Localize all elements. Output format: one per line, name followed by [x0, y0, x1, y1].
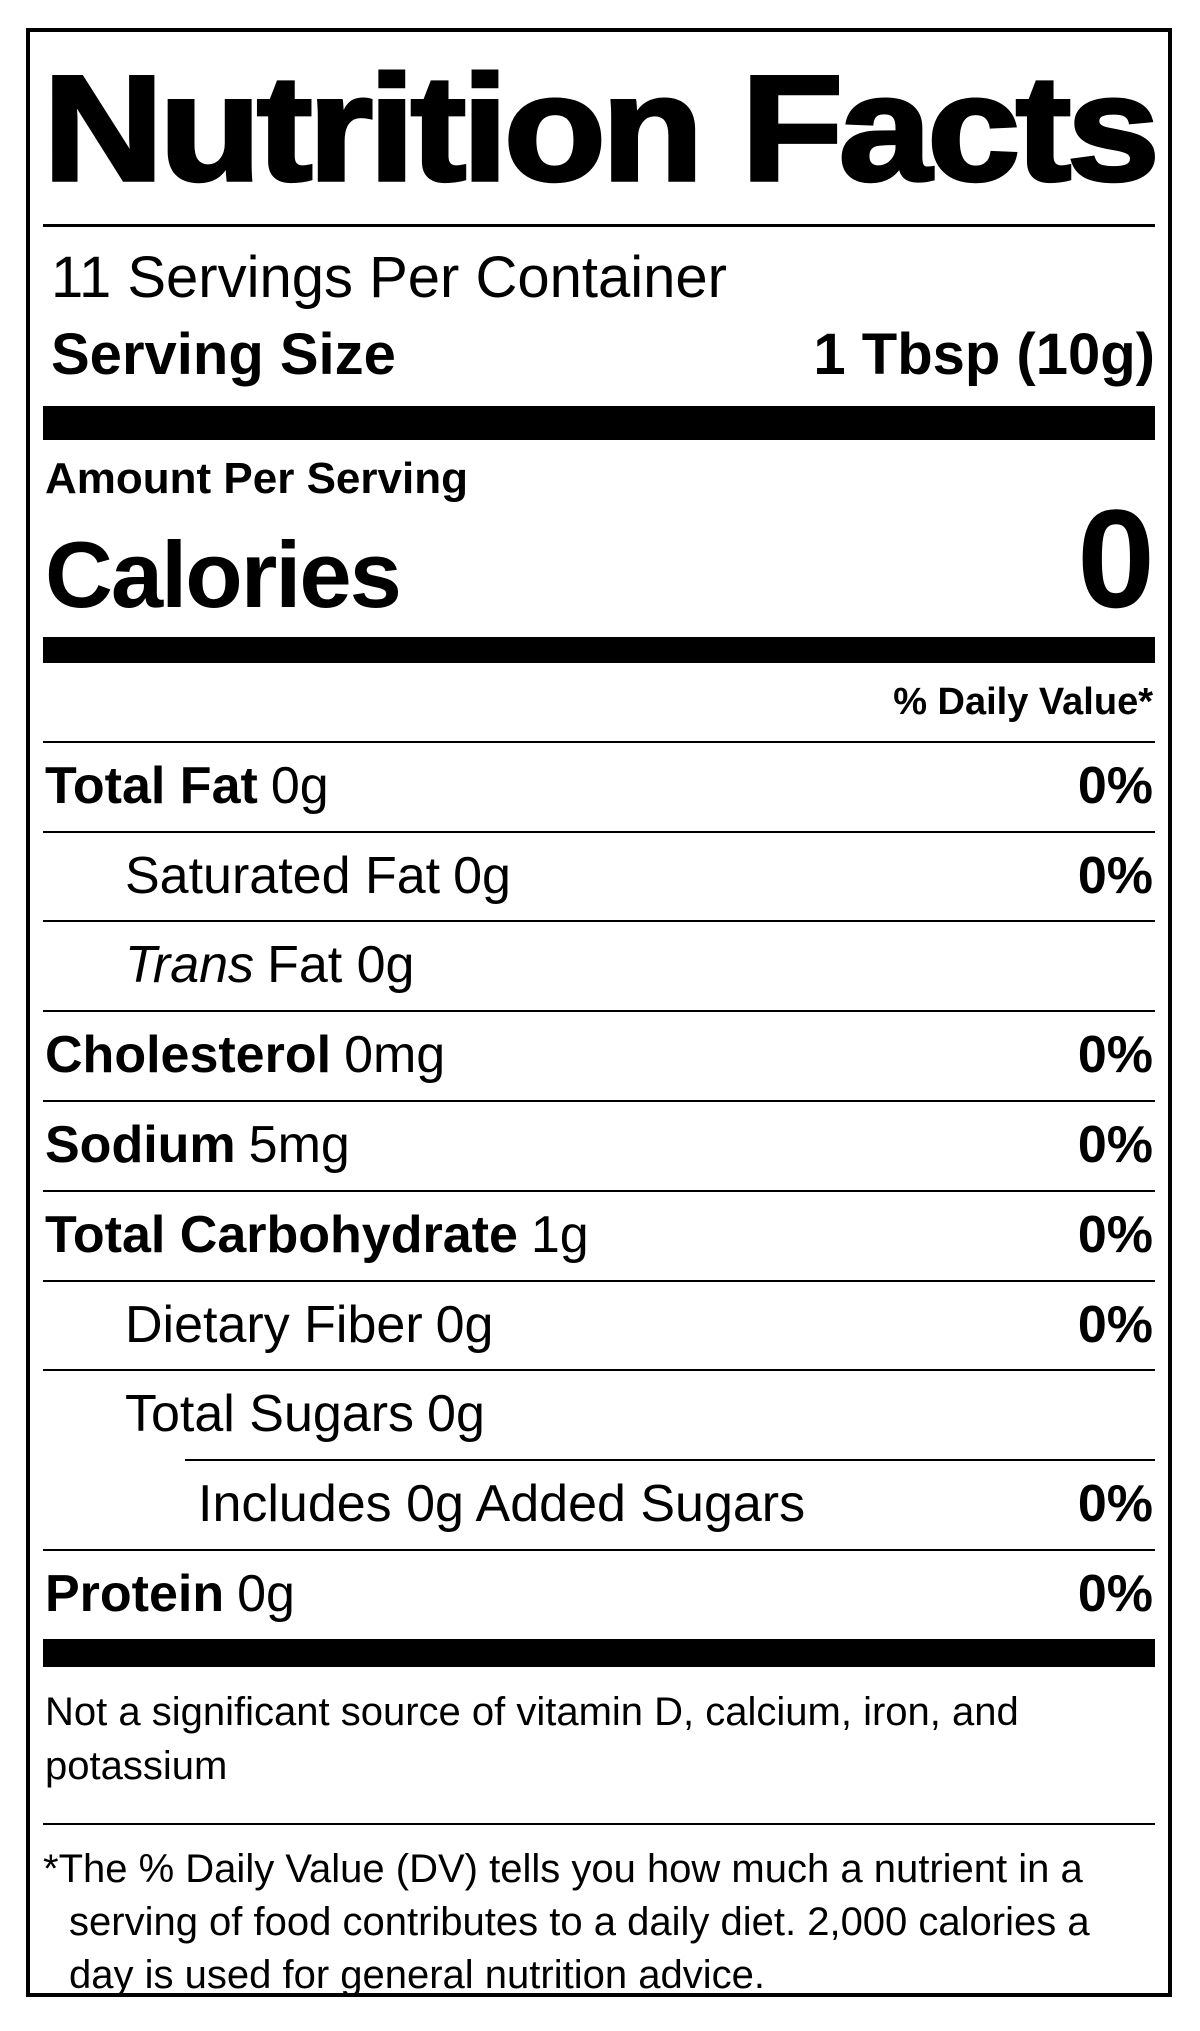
nutrient-qty: 0g — [427, 1385, 485, 1444]
daily-value-footnote: *The % Daily Value (DV) tells you how mu… — [43, 1825, 1155, 1997]
label-title-wrap: Nutrition Facts — [41, 32, 1162, 224]
title-divider — [43, 224, 1155, 227]
thick-rule-bottom — [43, 1638, 1155, 1667]
nutrient-name: Cholesterol — [45, 1026, 332, 1085]
nutrient-row-cholesterol: Cholesterol 0mg 0% — [43, 1010, 1155, 1100]
nutrient-name: Total Carbohydrate — [45, 1205, 518, 1264]
nutrient-qty: 0g — [237, 1564, 295, 1623]
nutrient-qty: Fat 0g — [267, 936, 415, 995]
footnote-text: The % Daily Value (DV) tells you how muc… — [58, 1846, 1090, 1997]
footnote-divider — [43, 1822, 1155, 1825]
nutrient-name: Protein — [45, 1564, 225, 1623]
not-significant-note: Not a significant source of vitamin D, c… — [45, 1689, 1019, 1788]
nutrient-name: Includes 0g Added Sugars — [198, 1475, 806, 1534]
thick-rule-calories — [43, 637, 1155, 664]
nutrient-pct: 0% — [1077, 1205, 1153, 1264]
serving-size-row: Serving Size 1 Tbsp (10g) — [43, 314, 1155, 407]
nutrient-name: Saturated Fat — [125, 846, 441, 905]
daily-value-header: % Daily Value* — [893, 681, 1153, 724]
nutrient-row-total-carbohydrate: Total Carbohydrate 1g 0% — [43, 1189, 1155, 1280]
thick-rule-top — [43, 406, 1155, 441]
nutrient-qty: 0mg — [344, 1026, 446, 1085]
nutrient-name: Total Sugars — [125, 1385, 415, 1444]
nutrient-row-sodium: Sodium 5mg 0% — [43, 1099, 1155, 1190]
nutrient-row-saturated-fat: Saturated Fat 0g 0% — [43, 830, 1155, 921]
nutrient-name: Dietary Fiber — [125, 1295, 423, 1354]
nutrient-row-added-sugars: Includes 0g Added Sugars 0% — [185, 1459, 1155, 1549]
serving-size-value: 1 Tbsp (10g) — [813, 321, 1155, 387]
footnote-asterisk: * — [43, 1846, 59, 1891]
servings-per-container: 11 Servings Per Container — [51, 245, 727, 310]
nutrient-row-total-fat: Total Fat 0g 0% — [43, 740, 1155, 831]
nutrient-pct: 0% — [1077, 846, 1153, 905]
nutrient-pct: 0% — [1077, 756, 1153, 815]
nutrient-row-protein: Protein 0g 0% — [43, 1548, 1155, 1639]
serving-size-label: Serving Size — [51, 321, 396, 387]
nutrient-name: Sodium — [45, 1115, 236, 1174]
nutrient-pct: 0% — [1077, 1115, 1153, 1174]
nutrient-name: Total Fat — [45, 756, 258, 815]
calories-value: 0 — [1077, 479, 1155, 637]
label-title: Nutrition Facts — [41, 42, 1162, 213]
amount-per-serving-label: Amount Per Serving — [45, 454, 468, 504]
nutrient-row-trans-fat: Trans Fat 0g — [43, 920, 1155, 1010]
nutrient-qty: 0g — [453, 846, 511, 905]
nutrient-pct: 0% — [1077, 1475, 1153, 1534]
nutrient-row-total-sugars: Total Sugars 0g — [43, 1369, 1155, 1459]
nutrient-pct: 0% — [1077, 1564, 1153, 1623]
nutrient-qty: 5mg — [248, 1115, 350, 1174]
calories-row: Calories 0 — [43, 479, 1155, 637]
calories-label: Calories — [45, 521, 402, 627]
nutrient-name: Trans — [125, 936, 255, 995]
nutrient-qty: 1g — [530, 1205, 589, 1264]
nutrient-row-dietary-fiber: Dietary Fiber 0g 0% — [43, 1279, 1155, 1370]
nutrient-qty: 0g — [270, 756, 329, 815]
nutrition-facts-label: Nutrition Facts 11 Servings Per Containe… — [26, 28, 1172, 1997]
nutrient-qty: 0g — [435, 1295, 494, 1354]
nutrient-pct: 0% — [1077, 1295, 1153, 1354]
nutrient-pct: 0% — [1077, 1026, 1153, 1085]
